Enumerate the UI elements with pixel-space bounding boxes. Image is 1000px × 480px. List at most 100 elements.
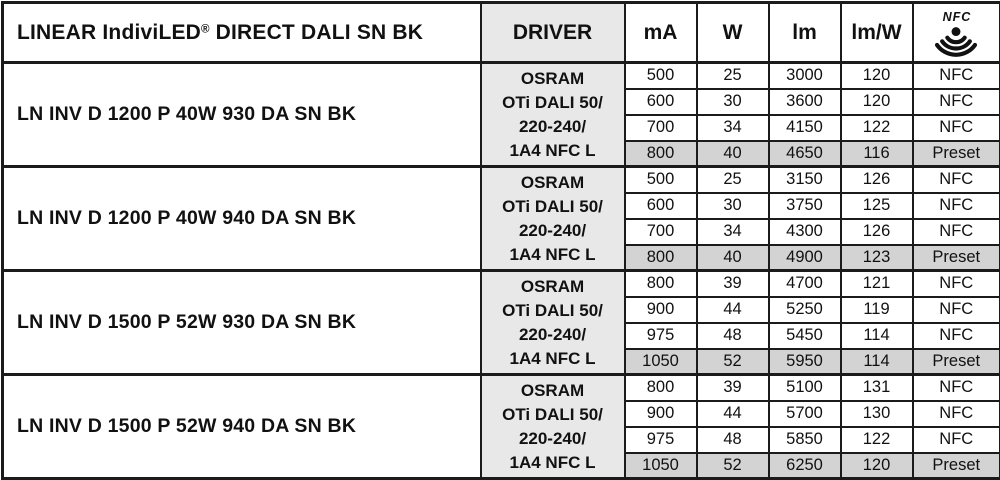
driver-line: OSRAM [520,380,585,400]
product-cell: LN INV D 1200 P 40W 930 DA SN BK [1,61,482,168]
product-family-header: LINEAR IndiviLED® DIRECT DALI SN BK [1,1,482,64]
driver-line: 220-240/ [518,116,587,136]
wattage-value-cell: 25 [695,61,770,90]
mode-value-cell: NFC [911,295,1000,324]
driver-line: OSRAM [520,172,585,192]
spec-row: 975 48 5850 122 NFC [3,425,1000,454]
current-value-cell: 1050 [623,451,698,480]
current-value-cell: 600 [623,191,698,220]
spec-row: LN INV D 1200 P 40W 940 DA SN BK OSRAM OTi… [1,165,1000,272]
driver-line: OSRAM [520,68,585,88]
spec-row: 800 40 4650 116 Preset [3,139,1000,168]
driver-line: 1A4 NFC L [509,244,596,264]
spec-row: 700 34 4150 122 NFC [3,113,1000,142]
spec-row: 600 30 3600 120 NFC [3,87,1000,116]
spec-row: 600 30 3750 125 NFC [3,191,1000,220]
lumen-value-cell: 5950 [767,347,842,376]
lumen-value-cell: 5250 [767,295,842,324]
efficacy-value-cell: 130 [839,399,914,428]
current-value-cell: 500 [623,165,698,194]
driver-line: OTi DALI 50/ [502,92,603,112]
efficacy-value-cell: 122 [839,425,914,454]
current-value-cell: 700 [623,113,698,142]
product-cell: LN INV D 1200 P 40W 940 DA SN BK [1,165,482,272]
efficacy-value-cell: 122 [839,113,914,142]
current-value-cell: 1050 [623,347,698,376]
wattage-value-cell: 34 [695,113,770,142]
driver-cell: OSRAM OTi DALI 50/220-240/1A4 NFC L [479,373,626,480]
spec-row: LN INV D 1200 P 40W 930 DA SN BK OSRAM OTi… [1,61,1000,168]
driver-cell: OSRAM OTi DALI 50/220-240/1A4 NFC L [479,165,626,272]
wattage-value-cell: 39 [695,269,770,298]
wattage-value-cell: 48 [695,425,770,454]
wattage-value-cell: 52 [695,347,770,376]
mode-value-cell: NFC [911,321,1000,350]
current-value-cell: 800 [623,269,698,298]
driver-line: 1A4 NFC L [509,140,596,160]
efficacy-value-cell: 125 [839,191,914,220]
header-row: LINEAR IndiviLED® DIRECT DALI SN BK DRIV… [1,1,1000,64]
lumen-value-cell: 4300 [767,217,842,246]
lumen-value-cell: 3600 [767,87,842,116]
current-value-cell: 800 [623,139,698,168]
efficacy-value-cell: 120 [839,451,914,480]
wattage-value-cell: 40 [695,243,770,272]
wattage-value-cell: 30 [695,191,770,220]
mode-value-cell: NFC [911,399,1000,428]
wattage-value-cell: 44 [695,399,770,428]
current-value-cell: 975 [623,321,698,350]
spec-row: LN INV D 1500 P 52W 940 DA SN BK OSRAM OTi… [1,373,1000,480]
driver-line: 1A4 NFC L [509,348,596,368]
driver-line: 220-240/ [518,324,587,344]
efficacy-value-cell: 126 [839,165,914,194]
lumen-column-header: lm [767,1,842,64]
efficacy-value-cell: 126 [839,217,914,246]
nfc-icon: NFC [935,9,978,57]
current-value-cell: 900 [623,399,698,428]
mode-value-cell: Preset [911,243,1000,272]
driver-cell: OSRAM OTi DALI 50/220-240/1A4 NFC L [479,269,626,376]
lumen-value-cell: 5850 [767,425,842,454]
wattage-value-cell: 34 [695,217,770,246]
efficacy-value-cell: 114 [839,347,914,376]
nfc-column-header: NFC [911,1,1000,64]
driver-cell: OSRAM OTi DALI 50/220-240/1A4 NFC L [479,61,626,168]
lumen-value-cell: 4650 [767,139,842,168]
driver-line: OTi DALI 50/ [502,196,603,216]
mode-value-cell: NFC [911,217,1000,246]
wattage-value-cell: 40 [695,139,770,168]
lumen-value-cell: 3000 [767,61,842,90]
lumen-value-cell: 4700 [767,269,842,298]
current-value-cell: 600 [623,87,698,116]
current-value-cell: 800 [623,243,698,272]
current-value-cell: 800 [623,373,698,402]
product-cell: LN INV D 1500 P 52W 940 DA SN BK [1,373,482,480]
mode-value-cell: NFC [911,425,1000,454]
driver-line: OTi DALI 50/ [502,300,603,320]
lumen-value-cell: 4900 [767,243,842,272]
registered-trademark-symbol: ® [201,23,210,36]
driver-line: 1A4 NFC L [509,452,596,472]
spec-row: 975 48 5450 114 NFC [3,321,1000,350]
mode-value-cell: NFC [911,269,1000,298]
efficacy-value-cell: 121 [839,269,914,298]
efficacy-column-header: lm/W [839,1,914,64]
wattage-column-header: W [695,1,770,64]
driver-line: 220-240/ [518,428,587,448]
spec-row: LN INV D 1500 P 52W 930 DA SN BK OSRAM OTi… [1,269,1000,376]
wattage-value-cell: 48 [695,321,770,350]
mode-value-cell: NFC [911,61,1000,90]
lumen-value-cell: 5100 [767,373,842,402]
spec-row: 1050 52 6250 120 Preset [3,451,1000,480]
wattage-value-cell: 25 [695,165,770,194]
product-cell: LN INV D 1500 P 52W 930 DA SN BK [1,269,482,376]
spec-row: 1050 52 5950 114 Preset [3,347,1000,376]
current-value-cell: 975 [623,425,698,454]
mode-value-cell: NFC [911,87,1000,116]
driver-column-header: DRIVER [479,1,626,64]
current-column-header: mA [623,1,698,64]
efficacy-value-cell: 123 [839,243,914,272]
mode-value-cell: Preset [911,451,1000,480]
